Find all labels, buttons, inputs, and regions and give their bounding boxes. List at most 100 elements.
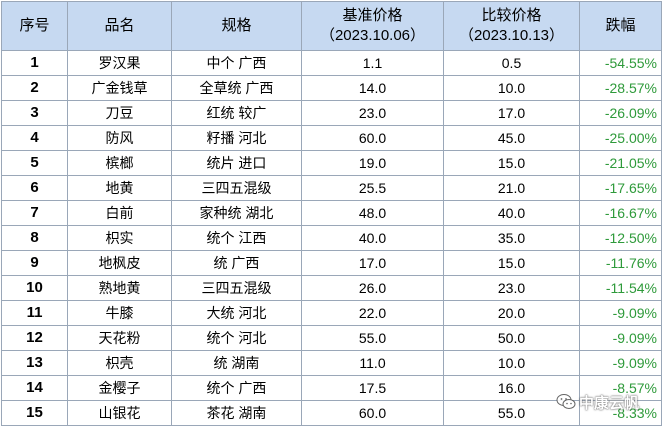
cell-base-price: 22.0: [301, 300, 444, 326]
cell-spec: 统个 江西: [171, 225, 302, 251]
header-base-price-label: 基准价格: [342, 7, 403, 24]
cell-spec: 全草统 广西: [171, 75, 302, 101]
table-row: 5 槟榔 统片 进口 19.0 15.0 -21.05%: [1, 150, 662, 176]
cell-name: 刀豆: [67, 100, 172, 126]
cell-change: -9.09%: [579, 325, 662, 351]
cell-change: -12.50%: [579, 225, 662, 251]
table-row: 8 枳实 统个 江西 40.0 35.0 -12.50%: [1, 225, 662, 251]
header-compare-date: （2023.10.13）: [458, 27, 565, 44]
cell-change: -26.09%: [579, 100, 662, 126]
cell-name: 槟榔: [67, 150, 172, 176]
cell-rank: 10: [1, 275, 68, 301]
header-change: 跌幅: [579, 1, 662, 51]
cell-compare-price: 10.0: [443, 350, 580, 376]
cell-compare-price: 40.0: [443, 200, 580, 226]
header-base-price: 基准价格 （2023.10.06）: [301, 1, 444, 51]
cell-spec: 中个 广西: [171, 50, 302, 76]
header-spec: 规格: [171, 1, 302, 51]
cell-base-price: 25.5: [301, 175, 444, 201]
cell-rank: 15: [1, 400, 68, 426]
cell-rank: 12: [1, 325, 68, 351]
cell-change: -17.65%: [579, 175, 662, 201]
table-row: 9 地枫皮统 广西 17.0 15.0 -11.76%: [1, 250, 662, 276]
cell-rank: 2: [1, 75, 68, 101]
cell-change: -21.05%: [579, 150, 662, 176]
cell-name: 防风: [67, 125, 172, 151]
cell-change: -11.76%: [579, 250, 662, 276]
cell-change: -16.67%: [579, 200, 662, 226]
wechat-icon: [556, 394, 576, 409]
cell-compare-price: 17.0: [443, 100, 580, 126]
cell-base-price: 11.0: [301, 350, 444, 376]
cell-change: -11.54%: [579, 275, 662, 301]
cell-spec: 茶花 湖南: [171, 400, 302, 426]
cell-compare-price: 50.0: [443, 325, 580, 351]
header-base-date: （2023.10.06）: [319, 27, 426, 44]
cell-change: -9.09%: [579, 300, 662, 326]
cell-spec: 统片 进口: [171, 150, 302, 176]
cell-rank: 7: [1, 200, 68, 226]
cell-base-price: 60.0: [301, 400, 444, 426]
cell-spec: 红统 较广: [171, 100, 302, 126]
cell-rank: 1: [1, 50, 68, 76]
cell-change: -8.57%: [579, 375, 662, 401]
cell-base-price: 19.0: [301, 150, 444, 176]
cell-rank: 9: [1, 250, 68, 276]
cell-compare-price: 10.0: [443, 75, 580, 101]
table-row: 10 熟地黄 三四五混级 26.0 23.0 -11.54%: [1, 275, 662, 301]
cell-compare-price: 55.0: [443, 400, 580, 426]
cell-change: -28.57%: [579, 75, 662, 101]
header-name: 品名: [67, 1, 172, 51]
cell-name: 地黄: [67, 175, 172, 201]
cell-base-price: 17.0: [301, 250, 444, 276]
cell-change: -54.55%: [579, 50, 662, 76]
cell-base-price: 1.1: [301, 50, 444, 76]
cell-spec: 家种统 湖北: [171, 200, 302, 226]
cell-name: 牛膝: [67, 300, 172, 326]
cell-spec: 三四五混级: [171, 175, 302, 201]
cell-name: 地枫皮: [67, 250, 172, 276]
cell-rank: 3: [1, 100, 68, 126]
cell-rank: 4: [1, 125, 68, 151]
table-row: 13 枳壳统 湖南 11.0 10.0 -9.09%: [1, 350, 662, 376]
cell-base-price: 14.0: [301, 75, 444, 101]
cell-spec: 籽播 河北: [171, 125, 302, 151]
cell-base-price: 40.0: [301, 225, 444, 251]
cell-name: 罗汉果: [67, 50, 172, 76]
header-compare-price-label: 比较价格: [481, 7, 542, 24]
header-rank: 序号: [1, 1, 68, 51]
cell-compare-price: 23.0: [443, 275, 580, 301]
cell-compare-price: 0.5: [443, 50, 580, 76]
cell-rank: 6: [1, 175, 68, 201]
table-row: 11 牛膝 大统 河北 22.0 20.0 -9.09%: [1, 300, 662, 326]
table-header-row: 序号 品名 规格 基准价格 （2023.10.06） 比较价格 （2023.10…: [1, 1, 662, 51]
cell-rank: 14: [1, 375, 68, 401]
cell-compare-price: 45.0: [443, 125, 580, 151]
cell-base-price: 17.5: [301, 375, 444, 401]
table-row: 15 山银花 茶花 湖南 60.0 55.0 -8.33%: [1, 400, 662, 426]
cell-change: -9.09%: [579, 350, 662, 376]
cell-spec: 统个 广西: [171, 375, 302, 401]
cell-name: 天花粉: [67, 325, 172, 351]
table-row: 3 刀豆 红统 较广 23.0 17.0 -26.09%: [1, 100, 662, 126]
cell-rank: 5: [1, 150, 68, 176]
cell-spec: 统 广西: [171, 250, 302, 276]
table-row: 7 白前 家种统 湖北 48.0 40.0 -16.67%: [1, 200, 662, 226]
cell-name: 金樱子: [67, 375, 172, 401]
cell-compare-price: 35.0: [443, 225, 580, 251]
cell-compare-price: 20.0: [443, 300, 580, 326]
table-row: 6 地黄 三四五混级 25.5 21.0 -17.65%: [1, 175, 662, 201]
watermark-text: 中康云帆: [579, 394, 640, 412]
cell-spec: 统 湖南: [171, 350, 302, 376]
cell-spec: 大统 河北: [171, 300, 302, 326]
cell-spec: 三四五混级: [171, 275, 302, 301]
cell-name: 熟地黄: [67, 275, 172, 301]
cell-change: -8.33%: [579, 400, 662, 426]
watermark: 中康云帆: [556, 391, 660, 413]
cell-name: 山银花: [67, 400, 172, 426]
header-compare-price: 比较价格 （2023.10.13）: [443, 1, 580, 51]
cell-base-price: 60.0: [301, 125, 444, 151]
table-row: 1 罗汉果 中个 广西 1.1 0.5 -54.55%: [1, 50, 662, 76]
